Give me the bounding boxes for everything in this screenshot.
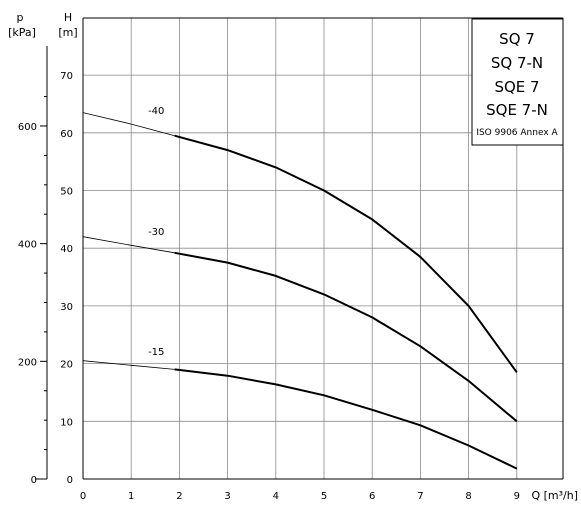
p-tick-label: 400 [18,240,37,251]
x-tick-label: 7 [417,491,423,502]
h-tick-label: 10 [60,417,73,428]
x-tick-label: 3 [224,491,230,502]
curve--40-extrapolated [82,112,175,137]
curve-labels: -40 -30 -15 [148,106,164,358]
p-tick-label: 200 [18,357,37,368]
curve--30 [174,251,518,423]
x-axis-label: Q [m³/h] [531,489,578,502]
p-axis-label: p [17,11,24,24]
curve--15 [174,368,518,470]
x-tick-label: 1 [128,491,134,502]
p-axis-unit: [kPa] [8,26,36,39]
curve-label--40: -40 [148,106,164,117]
h-tick-label: 50 [60,187,73,198]
curves [82,112,518,470]
x-tick-label: 0 [80,491,86,502]
x-tick-label: 8 [465,491,471,502]
h-tick-label: 70 [60,71,73,82]
axes [35,17,564,480]
p-tick-label: 0 [31,475,37,486]
x-tick-label: 2 [176,491,182,502]
curve-label--15: -15 [148,347,164,358]
legend-standard: ISO 9906 Annex A [476,128,558,138]
h-tick-label: 60 [60,129,73,140]
legend-model-1: SQ 7 [499,30,535,48]
h-axis-unit: [m] [58,26,77,39]
h-tick-label: 0 [67,475,73,486]
h-tick-label: 40 [60,244,73,255]
legend-box [471,18,564,146]
x-tick-label: 9 [514,491,520,502]
curve-label--30: -30 [148,227,164,238]
h-axis-label: H [64,11,72,24]
legend-model-2: SQ 7-N [491,54,543,72]
x-tick-label: 6 [369,491,375,502]
curve--15-extrapolated [82,360,175,370]
p-tick-label: 600 [18,122,37,133]
x-tick-label: 5 [321,491,327,502]
curve--30-extrapolated [82,236,175,254]
legend-model-3: SQE 7 [494,78,539,96]
curve--40 [174,134,518,373]
tick-labels: 0 1 2 3 4 5 6 7 8 9 0 10 20 30 40 50 60 70 0 200 400 600 [18,71,520,502]
h-tick-label: 20 [60,360,73,371]
h-tick-label: 30 [60,302,73,313]
x-tick-label: 4 [273,491,279,502]
legend-model-4: SQE 7-N [486,101,548,119]
